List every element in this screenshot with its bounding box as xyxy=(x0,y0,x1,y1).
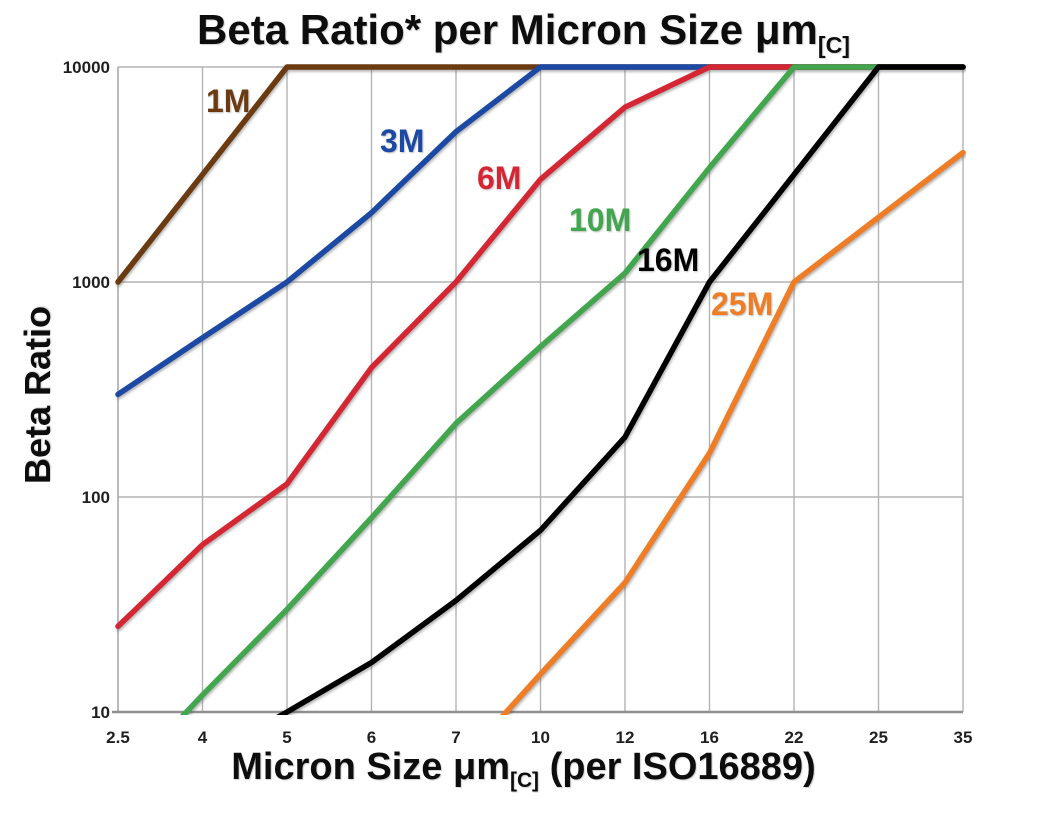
x-tick-label: 7 xyxy=(451,728,460,747)
series-label-10M: 10M xyxy=(569,202,631,238)
series-label-1M: 1M xyxy=(206,83,250,119)
axes xyxy=(112,67,963,714)
series-label-16M: 16M xyxy=(637,242,699,278)
series-line-16M xyxy=(276,64,966,715)
y-tick-label: 10 xyxy=(91,703,110,722)
x-tick-label: 35 xyxy=(954,728,973,747)
x-tick-label: 16 xyxy=(700,728,719,747)
x-tick-label: 25 xyxy=(869,728,888,747)
series-lines xyxy=(115,64,966,715)
gridlines xyxy=(118,66,964,712)
x-tick-label: 2.5 xyxy=(106,728,130,747)
x-axis-title-suffix: (per ISO16889) xyxy=(539,746,816,788)
chart-title-subscript: [C] xyxy=(817,31,850,58)
x-axis-title-subscript: [C] xyxy=(510,768,540,792)
y-tick-label: 100 xyxy=(82,488,110,507)
y-tick-labels: 10 100 1000 10000 xyxy=(63,58,110,722)
series-label-25M: 25M xyxy=(711,286,773,322)
x-axis-title: Micron Size μm[C] (per ISO16889) xyxy=(0,746,1047,792)
x-tick-label: 12 xyxy=(616,728,635,747)
chart-title-text: Beta Ratio* per Micron Size μm xyxy=(197,6,818,53)
x-tick-labels: 2.5 4 5 6 7 10 12 16 22 25 35 xyxy=(106,728,972,747)
y-tick-label: 10000 xyxy=(63,58,110,77)
x-tick-label: 5 xyxy=(282,728,291,747)
x-tick-label: 22 xyxy=(785,728,804,747)
x-axis-title-text: Micron Size μm xyxy=(231,746,511,788)
series-line-25M xyxy=(499,149,966,715)
x-tick-label: 6 xyxy=(367,728,376,747)
series-label-6M: 6M xyxy=(477,160,521,196)
series-line-10M xyxy=(179,64,966,715)
y-tick-label: 1000 xyxy=(72,273,110,292)
x-tick-label: 10 xyxy=(531,728,550,747)
chart-title: Beta Ratio* per Micron Size μm[C] xyxy=(0,6,1047,58)
x-tick-label: 4 xyxy=(198,728,208,747)
series-label-3M: 3M xyxy=(380,123,424,159)
